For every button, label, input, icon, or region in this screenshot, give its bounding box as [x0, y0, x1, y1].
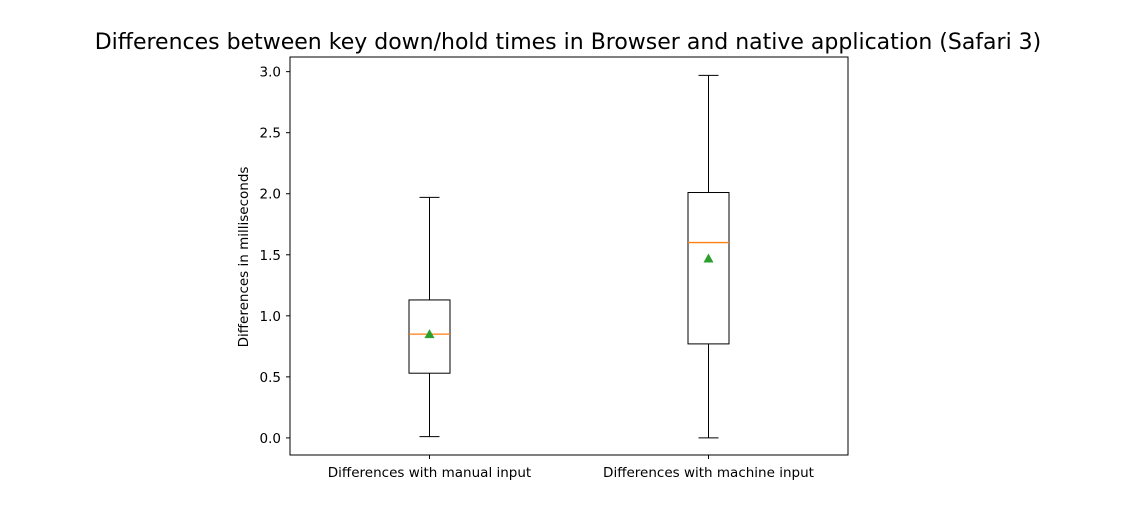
- y-tick-label: 0.0: [260, 431, 281, 447]
- y-tick-label: 2.0: [260, 187, 281, 203]
- plot-area: 0.0 0.5 1.0 1.5 2.0 2.5 3.0 Differences with ma…: [260, 56, 849, 481]
- chart-title: Differences between key down/hold times …: [95, 30, 1042, 55]
- y-tick-label: 1.0: [260, 309, 281, 325]
- y-tick-label: 3.0: [260, 65, 281, 81]
- y-tick-label: 0.5: [260, 370, 281, 386]
- box-iqr: [687, 192, 730, 345]
- y-axis-label: Differences in milliseconds: [236, 167, 252, 348]
- box-iqr: [408, 299, 451, 374]
- y-tick-label: 2.5: [260, 126, 281, 142]
- mean-marker: [703, 253, 714, 263]
- x-tick-label: Differences with machine input: [603, 465, 814, 481]
- mean-marker: [424, 329, 435, 339]
- plot-frame: [289, 56, 849, 456]
- y-tick-label: 1.5: [260, 248, 281, 264]
- x-tick-label: Differences with manual input: [328, 465, 531, 481]
